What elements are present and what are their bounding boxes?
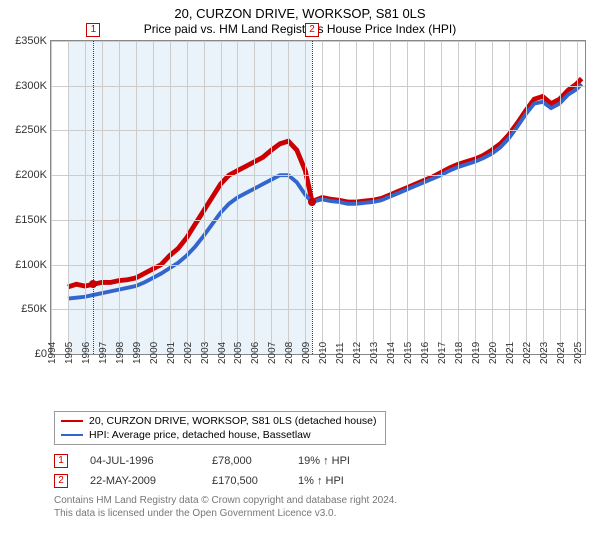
marker-dot: [308, 198, 316, 206]
transaction-date: 04-JUL-1996: [90, 455, 212, 467]
plot-area: £0£50K£100K£150K£200K£250K£300K£350K1994…: [50, 40, 586, 355]
gridline-h: [51, 175, 585, 176]
gridline-v: [356, 41, 357, 354]
transaction-pct: 1% ↑ HPI: [298, 475, 418, 487]
legend-swatch: [61, 420, 83, 422]
ytick-label: £100K: [15, 259, 47, 271]
legend-swatch: [61, 434, 83, 436]
transaction-row: 2 22-MAY-2009£170,5001% ↑ HPI: [54, 471, 592, 491]
line-series-svg: [51, 41, 585, 354]
gridline-v: [153, 41, 154, 354]
ytick-label: £250K: [15, 124, 47, 136]
page-title: 20, CURZON DRIVE, WORKSOP, S81 0LS: [8, 6, 592, 21]
gridline-h: [51, 86, 585, 87]
gridline-v: [458, 41, 459, 354]
transaction-price: £170,500: [212, 475, 298, 487]
gridline-v: [492, 41, 493, 354]
legend: 20, CURZON DRIVE, WORKSOP, S81 0LS (deta…: [54, 411, 386, 445]
marker-box: 1: [86, 23, 100, 37]
gridline-v: [543, 41, 544, 354]
marker-box: 2: [305, 23, 319, 37]
gridline-v: [577, 41, 578, 354]
gridline-v: [305, 41, 306, 354]
gridline-v: [271, 41, 272, 354]
gridline-v: [339, 41, 340, 354]
gridline-v: [322, 41, 323, 354]
marker-dot: [89, 280, 97, 288]
gridline-v: [136, 41, 137, 354]
gridline-h: [51, 309, 585, 310]
footer-attribution: Contains HM Land Registry data © Crown c…: [54, 495, 592, 520]
gridline-v: [288, 41, 289, 354]
transaction-price: £78,000: [212, 455, 298, 467]
gridline-v: [407, 41, 408, 354]
footer-line: This data is licensed under the Open Gov…: [54, 508, 592, 521]
legend-item: HPI: Average price, detached house, Bass…: [61, 428, 377, 442]
gridline-v: [68, 41, 69, 354]
transaction-marker-box: 2: [54, 474, 68, 488]
marker-vline: [93, 41, 94, 354]
gridline-v: [170, 41, 171, 354]
transaction-pct: 19% ↑ HPI: [298, 455, 418, 467]
transaction-table: 1 04-JUL-1996£78,00019% ↑ HPI 2 22-MAY-2009…: [54, 451, 592, 491]
ytick-label: £200K: [15, 169, 47, 181]
gridline-v: [51, 41, 52, 354]
ytick-label: £150K: [15, 214, 47, 226]
ytick-label: £0: [35, 348, 47, 360]
transaction-row: 1 04-JUL-1996£78,00019% ↑ HPI: [54, 451, 592, 471]
transaction-date: 22-MAY-2009: [90, 475, 212, 487]
legend-item: 20, CURZON DRIVE, WORKSOP, S81 0LS (deta…: [61, 414, 377, 428]
gridline-h: [51, 265, 585, 266]
legend-label: 20, CURZON DRIVE, WORKSOP, S81 0LS (deta…: [89, 415, 377, 427]
legend-label: HPI: Average price, detached house, Bass…: [89, 429, 311, 441]
ytick-label: £50K: [21, 303, 47, 315]
gridline-v: [254, 41, 255, 354]
footer-line: Contains HM Land Registry data © Crown c…: [54, 495, 592, 508]
gridline-v: [187, 41, 188, 354]
chart: £0£50K£100K£150K£200K£250K£300K£350K1994…: [50, 40, 586, 375]
gridline-v: [475, 41, 476, 354]
gridline-v: [221, 41, 222, 354]
gridline-v: [441, 41, 442, 354]
gridline-v: [509, 41, 510, 354]
gridline-v: [119, 41, 120, 354]
gridline-v: [424, 41, 425, 354]
gridline-v: [102, 41, 103, 354]
gridline-v: [237, 41, 238, 354]
gridline-v: [390, 41, 391, 354]
gridline-h: [51, 130, 585, 131]
gridline-v: [560, 41, 561, 354]
gridline-v: [373, 41, 374, 354]
x-axis: [50, 355, 586, 375]
ytick-label: £350K: [15, 35, 47, 47]
transaction-marker-box: 1: [54, 454, 68, 468]
ytick-label: £300K: [15, 80, 47, 92]
gridline-h: [51, 41, 585, 42]
series-line: [68, 79, 582, 287]
gridline-v: [85, 41, 86, 354]
gridline-h: [51, 220, 585, 221]
gridline-v: [526, 41, 527, 354]
gridline-v: [204, 41, 205, 354]
series-line: [68, 84, 582, 299]
